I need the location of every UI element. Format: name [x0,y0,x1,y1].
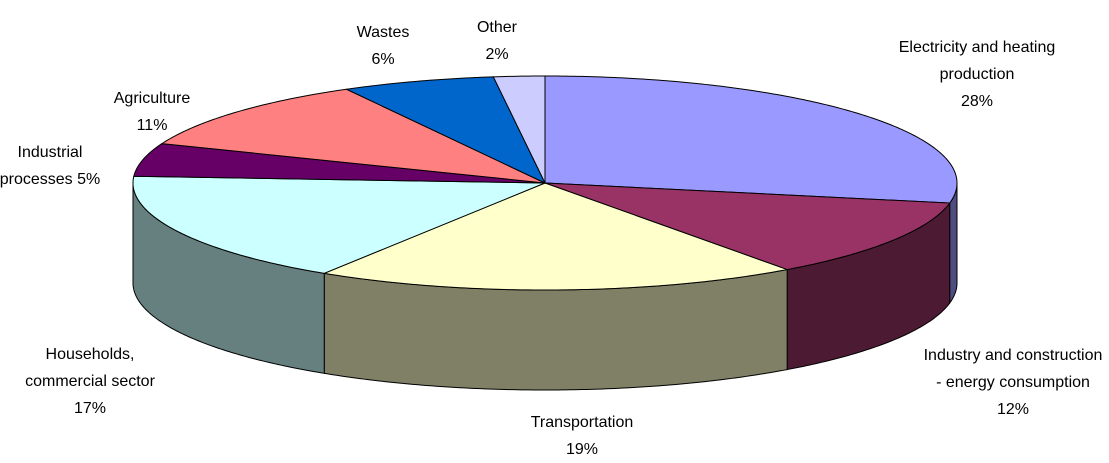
slice [132,175,546,274]
slice [322,182,790,291]
slice-label: Industry and construction - energy consu… [923,342,1103,423]
slice-label: Households, commercial sector 17% [10,341,170,422]
category-name: Industry and construction - energy consu… [923,347,1103,391]
category-name: Wastes [356,24,410,41]
slice [344,76,547,185]
category-name: Agriculture [113,90,191,107]
slice-label: Industrial processes 5% [0,139,113,193]
category-name: Households, commercial sector [25,346,155,390]
slice-label: Transportation 19% [482,409,682,463]
value-label: 28% [960,93,994,110]
category-name: Industrial processes [0,144,83,188]
slice-label: Other 2% [447,14,547,68]
slice-label: Wastes 6% [323,19,443,73]
category-name: Other [476,19,517,36]
category-name: Transportation [530,414,634,431]
slice [544,182,951,271]
category-name: Electricity and heating production [898,39,1056,83]
value-label: 17% [73,400,107,417]
value-label: 5% [77,171,101,188]
slice [133,143,546,184]
slice [160,88,546,184]
value-label: 6% [371,51,395,68]
slice-label: Agriculture 11% [92,85,212,139]
slice [492,75,546,184]
value-label: 12% [996,401,1030,418]
value-label: 11% [136,117,168,134]
slice [544,75,958,204]
value-label: 2% [485,46,509,63]
slice-label: Electricity and heating production 28% [862,34,1092,115]
value-label: 19% [565,441,599,458]
